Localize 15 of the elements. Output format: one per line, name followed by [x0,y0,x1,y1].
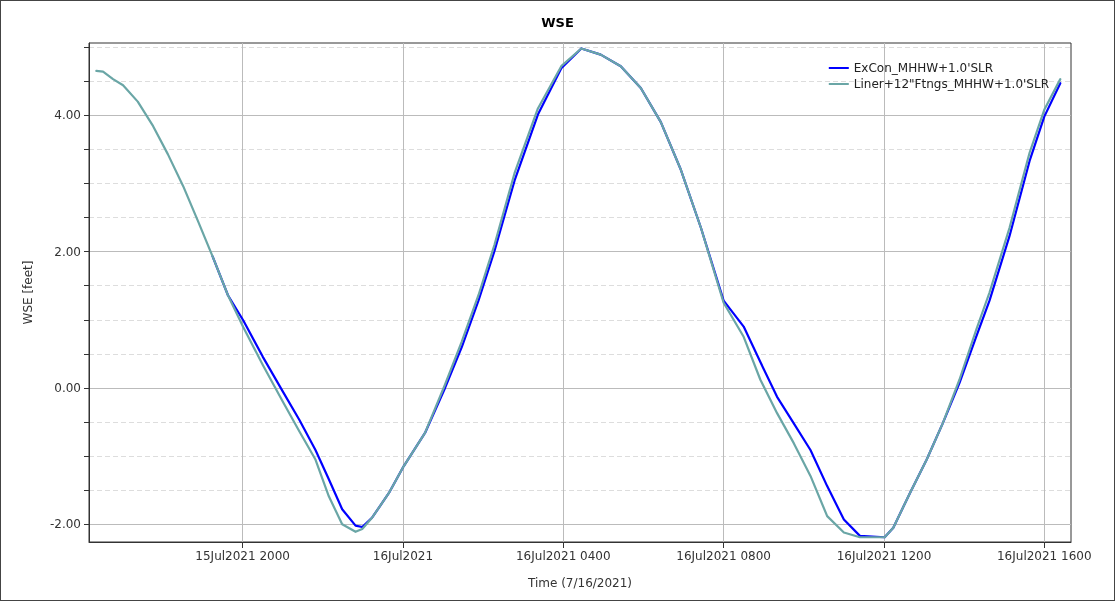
chart-title: WSE [541,15,574,30]
y-tick-label: 0.00 [54,380,81,395]
x-axis-title: Time (7/16/2021) [526,576,633,590]
x-tick-label: 16Jul2021 1200 [836,549,932,563]
x-tick-label: 16Jul2021 1600 [996,549,1092,563]
x-tick-label: 16Jul2021 [372,549,434,563]
legend-label: Liner+12"Ftngs_MHHW+1.0'SLR [853,77,1050,91]
y-tick-label: 2.00 [54,244,81,259]
y-tick-label: -2.00 [49,517,81,532]
x-tick-label: 16Jul2021 0800 [676,549,771,563]
y-tick-label: 4.00 [54,108,81,123]
x-tick-label: 15Jul2021 2000 [195,549,290,563]
legend-label: ExCon_MHHW+1.0'SLR [853,61,994,75]
y-axis-title: WSE [feet] [21,260,35,325]
x-tick-label: 16Jul2021 0400 [515,549,611,563]
